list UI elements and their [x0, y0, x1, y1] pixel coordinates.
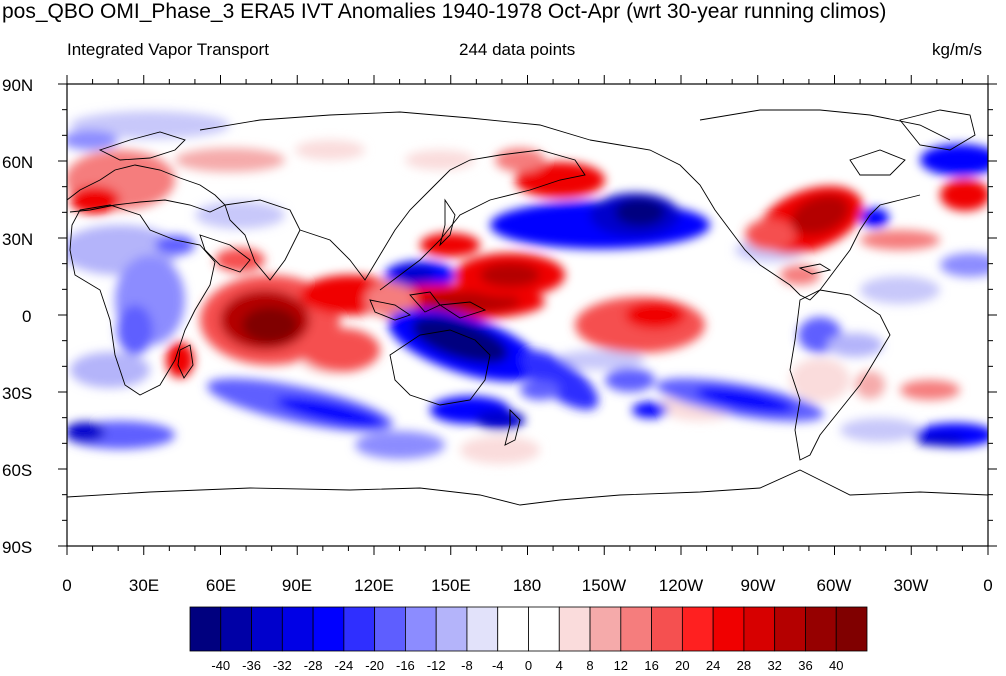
- lon-label-90w: 90W: [741, 576, 776, 595]
- anomaly-field: [67, 84, 988, 546]
- colorbar: [189, 606, 868, 652]
- colorbar-swatch: [312, 606, 345, 652]
- colorbar-swatch: [281, 606, 314, 652]
- colorbar-label: 4: [556, 658, 563, 673]
- colorbar-swatch: [466, 606, 499, 652]
- colorbar-labels: -40 -36 -32 -28 -24 -20 -16 -12 -8 -4 0 4 8 12 16 20 24 2…: [211, 658, 843, 673]
- colorbar-label: -24: [334, 658, 353, 673]
- colorbar-swatch: [374, 606, 406, 652]
- colorbar-label: -12: [427, 658, 446, 673]
- lat-label-30n: 30N: [2, 230, 33, 249]
- colorbar-swatch: [651, 606, 683, 652]
- units-label: kg/m/s: [932, 40, 983, 59]
- colorbar-swatch: [189, 606, 222, 652]
- colorbar-label: -20: [365, 658, 384, 673]
- colorbar-label: -36: [242, 658, 261, 673]
- lat-label-90n: 90N: [2, 76, 33, 95]
- colorbar-swatch: [558, 606, 591, 652]
- colorbar-swatch: [528, 606, 560, 652]
- colorbar-swatch: [251, 606, 283, 652]
- lat-label-60s: 60S: [2, 461, 32, 480]
- colorbar-label: 36: [798, 658, 812, 673]
- coastlines: [67, 109, 988, 506]
- colorbar-label: -40: [211, 658, 230, 673]
- lat-label-30s: 30S: [2, 384, 32, 403]
- colorbar-label: -32: [273, 658, 292, 673]
- colorbar-label: 20: [675, 658, 689, 673]
- colorbar-swatch: [805, 606, 837, 652]
- colorbar-swatch: [343, 606, 376, 652]
- colorbar-label: 12: [614, 658, 628, 673]
- axis-ticks: [58, 75, 997, 555]
- lon-label-60e: 60E: [206, 576, 236, 595]
- colorbar-label: 8: [586, 658, 593, 673]
- colorbar-swatch: [435, 606, 468, 652]
- longitude-labels: 0 30E 60E 90E 120E 150E 180 150W 120W 90…: [62, 576, 992, 595]
- colorbar-label: -4: [492, 658, 504, 673]
- colorbar-label: 16: [644, 658, 658, 673]
- colorbar-swatch: [835, 606, 868, 652]
- colorbar-swatch: [589, 606, 622, 652]
- lat-label-60n: 60N: [2, 153, 33, 172]
- colorbar-swatch: [743, 606, 776, 652]
- lon-label-0-east: 0: [983, 576, 992, 595]
- colorbar-swatch: [774, 606, 806, 652]
- lon-label-150e: 150E: [431, 576, 471, 595]
- lon-label-150w: 150W: [582, 576, 626, 595]
- colorbar-label: -8: [461, 658, 473, 673]
- colorbar-swatch: [220, 606, 252, 652]
- lon-label-0: 0: [62, 576, 71, 595]
- colorbar-label: 32: [767, 658, 781, 673]
- colorbar-label: -16: [396, 658, 415, 673]
- colorbar-swatch: [620, 606, 652, 652]
- colorbar-label: 28: [737, 658, 751, 673]
- colorbar-swatch: [681, 606, 714, 652]
- lon-label-180: 180: [513, 576, 541, 595]
- lon-label-60w: 60W: [817, 576, 852, 595]
- lon-label-90e: 90E: [282, 576, 312, 595]
- colorbar-label: 0: [525, 658, 532, 673]
- lon-label-30e: 30E: [129, 576, 159, 595]
- colorbar-label: 40: [829, 658, 843, 673]
- colorbar-label: -28: [304, 658, 323, 673]
- latitude-labels: 90N 60N 30N 0 30S 60S 90S: [2, 76, 33, 557]
- lon-label-120w: 120W: [659, 576, 703, 595]
- data-points-label: 244 data points: [459, 40, 576, 59]
- lon-label-120e: 120E: [354, 576, 394, 595]
- map-title: pos_QBO OMI_Phase_3 ERA5 IVT Anomalies 1…: [2, 0, 887, 23]
- lat-label-eq: 0: [22, 307, 31, 326]
- variable-label: Integrated Vapor Transport: [67, 40, 269, 59]
- colorbar-swatch: [405, 606, 437, 652]
- lat-label-90s: 90S: [2, 538, 32, 557]
- lon-label-30w: 30W: [894, 576, 929, 595]
- colorbar-label: 24: [706, 658, 720, 673]
- colorbar-swatch: [497, 606, 529, 652]
- colorbar-swatch: [712, 606, 745, 652]
